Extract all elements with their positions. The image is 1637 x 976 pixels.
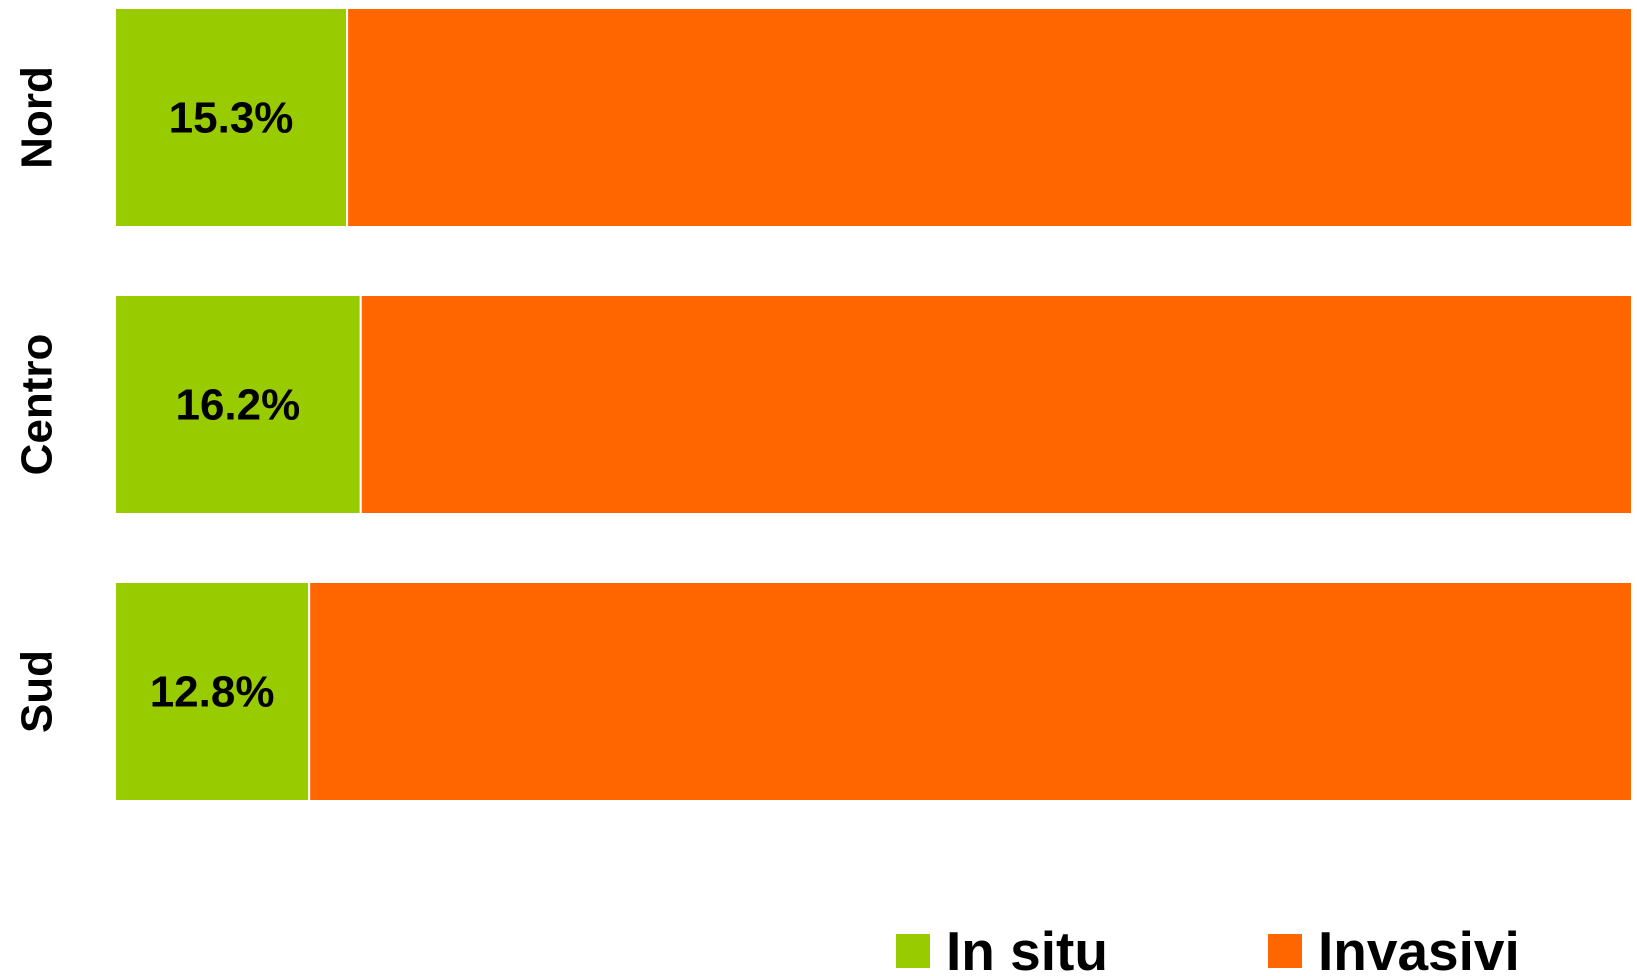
data-label-nord: 15.3% <box>169 94 294 143</box>
bar-segment-nord-invasivi <box>346 7 1634 228</box>
data-label-centro: 16.2% <box>175 381 300 430</box>
bar-segment-nord-in-situ <box>114 7 349 228</box>
data-label-sud: 12.8% <box>150 668 275 717</box>
bar-segment-centro-in-situ <box>114 294 362 515</box>
legend-label-invasivi: Invasivi <box>1318 920 1520 976</box>
legend-label-in-situ: In situ <box>946 920 1108 976</box>
category-label-centro: Centro <box>13 334 62 476</box>
legend-swatch-invasivi <box>1268 934 1302 968</box>
bar-segment-centro-invasivi <box>359 294 1633 515</box>
legend-swatch-in-situ <box>896 934 930 968</box>
category-label-sud: Sud <box>13 650 62 733</box>
legend: In situ Invasivi <box>896 920 1520 976</box>
bar-segment-sud-invasivi <box>308 581 1633 802</box>
bar-segment-sud-in-situ <box>114 581 311 802</box>
plot-area: 15.3% Nord 16.2% Centro 12.8% Sud <box>13 7 1634 802</box>
category-label-nord: Nord <box>13 66 62 169</box>
